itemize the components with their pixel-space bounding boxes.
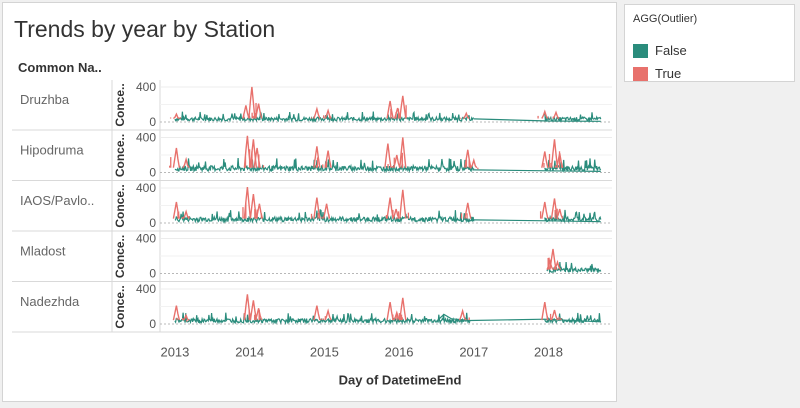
outlier-spike bbox=[549, 248, 557, 270]
outlier-spike bbox=[399, 189, 407, 219]
outlier-spike bbox=[550, 309, 559, 321]
outlier-spike bbox=[322, 203, 331, 219]
series-line-false bbox=[473, 118, 601, 122]
y-axis-label: Conce.. bbox=[113, 285, 127, 328]
outlier-spike bbox=[399, 297, 407, 321]
y-tick-label: 400 bbox=[136, 232, 156, 246]
y-tick-label: 0 bbox=[149, 216, 156, 230]
x-tick-label: 2016 bbox=[385, 345, 414, 360]
outlier-spike bbox=[462, 111, 470, 120]
outlier-spike bbox=[399, 95, 407, 119]
outlier-spike bbox=[552, 110, 560, 119]
outlier-spike bbox=[249, 300, 258, 321]
legend-swatch-false bbox=[633, 44, 648, 58]
outlier-spike bbox=[313, 197, 321, 219]
series-line-false bbox=[174, 312, 471, 325]
outlier-spike bbox=[541, 151, 549, 168]
outlier-spike bbox=[384, 143, 392, 168]
legend-swatch-true bbox=[633, 67, 648, 81]
outlier-spike bbox=[254, 308, 263, 321]
outlier-spike bbox=[541, 109, 549, 119]
series-line-false bbox=[544, 312, 602, 325]
outlier-spike bbox=[172, 147, 181, 168]
series-line-false bbox=[174, 158, 475, 174]
outlier-spike bbox=[313, 106, 321, 119]
x-tick-label: 2014 bbox=[235, 345, 264, 360]
y-tick-label: 0 bbox=[149, 267, 156, 281]
series-line-false bbox=[435, 313, 601, 323]
outlier-spike bbox=[541, 301, 549, 321]
outlier-spike bbox=[556, 208, 564, 219]
legend-title: AGG(Outlier) bbox=[633, 13, 698, 25]
x-tick-label: 2017 bbox=[459, 345, 488, 360]
series-line-false bbox=[473, 219, 601, 223]
outlier-spike bbox=[464, 149, 472, 168]
y-tick-label: 0 bbox=[149, 317, 156, 331]
outlier-spike bbox=[324, 308, 332, 321]
series-line-false bbox=[174, 110, 475, 124]
y-axis-label: Conce.. bbox=[113, 134, 127, 177]
outlier-spike bbox=[248, 86, 256, 119]
legend-label-true: True bbox=[655, 66, 682, 81]
outlier-spike bbox=[393, 107, 402, 119]
chart-title: Trends by year by Station bbox=[14, 16, 276, 42]
y-tick-label: 0 bbox=[149, 115, 156, 129]
outlier-spike bbox=[254, 103, 263, 119]
outlier-spike bbox=[182, 313, 190, 321]
outlier-spike bbox=[249, 139, 258, 168]
outlier-spike bbox=[386, 301, 394, 321]
station-label: Druzhba bbox=[20, 92, 70, 107]
outlier-spike bbox=[541, 201, 549, 219]
outlier-spike bbox=[253, 147, 261, 168]
y-tick-label: 400 bbox=[136, 131, 156, 145]
outlier-spike bbox=[393, 310, 401, 321]
outlier-spike bbox=[550, 139, 559, 168]
outlier-spike bbox=[553, 259, 562, 270]
outlier-spike bbox=[172, 305, 181, 321]
y-tick-label: 400 bbox=[136, 80, 156, 94]
outlier-spike bbox=[393, 154, 401, 168]
station-label: Nadezhda bbox=[20, 294, 80, 309]
y-axis-label: Conce.. bbox=[113, 235, 127, 278]
station-label: Hipodruma bbox=[20, 143, 84, 158]
outlier-spike bbox=[386, 197, 394, 219]
outlier-spike bbox=[182, 209, 190, 220]
x-tick-label: 2018 bbox=[534, 345, 563, 360]
outlier-spike bbox=[313, 305, 321, 321]
outlier-spike bbox=[399, 137, 407, 168]
y-axis-label: Conce.. bbox=[113, 83, 127, 126]
series-line-false bbox=[544, 111, 602, 123]
y-tick-label: 400 bbox=[136, 181, 156, 195]
outlier-spike bbox=[392, 208, 400, 219]
x-tick-label: 2013 bbox=[160, 345, 189, 360]
row-header[interactable]: Common Na.. bbox=[18, 60, 102, 75]
outlier-spike bbox=[249, 194, 258, 219]
station-label: IAOS/Pavlo.. bbox=[20, 193, 94, 208]
x-tick-label: 2015 bbox=[310, 345, 339, 360]
outlier-spike bbox=[470, 157, 478, 169]
legend-panel: AGG(Outlier) False True bbox=[624, 4, 795, 82]
outlier-spike bbox=[464, 202, 472, 219]
legend-label-false: False bbox=[655, 43, 687, 58]
outlier-spike bbox=[313, 146, 321, 168]
dashboard-sheet bbox=[2, 2, 617, 402]
station-label: Mladost bbox=[20, 244, 66, 259]
series-line-false bbox=[544, 158, 602, 173]
outlier-spike bbox=[182, 156, 190, 169]
outlier-spike bbox=[172, 112, 180, 120]
y-tick-label: 400 bbox=[136, 282, 156, 296]
outlier-spike bbox=[550, 198, 559, 219]
series-line-false bbox=[473, 169, 601, 172]
outlier-spike bbox=[386, 100, 394, 119]
y-axis-label: Conce.. bbox=[113, 184, 127, 227]
outlier-spike bbox=[458, 308, 467, 321]
x-axis-label: Day of DatetimeEnd bbox=[339, 373, 462, 388]
y-tick-label: 0 bbox=[149, 166, 156, 180]
